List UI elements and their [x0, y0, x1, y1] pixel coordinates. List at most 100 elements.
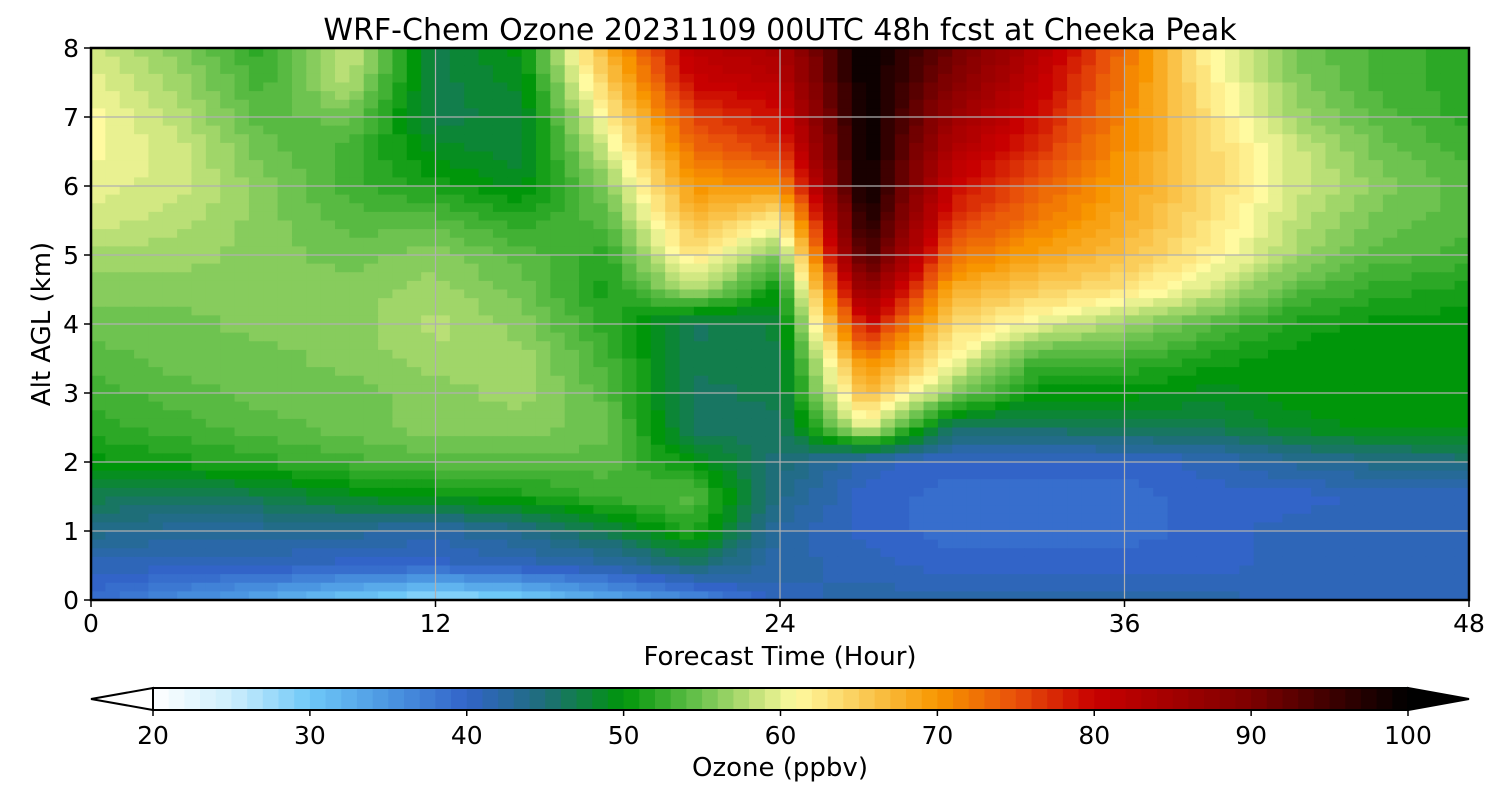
contour-cell	[1354, 263, 1370, 273]
contour-cell	[1153, 315, 1169, 325]
contour-cell	[134, 229, 150, 239]
contour-cell	[449, 427, 465, 437]
contour-cell	[780, 255, 795, 265]
contour-cell	[1368, 91, 1384, 101]
contour-cell	[593, 48, 609, 58]
contour-cell	[736, 177, 752, 187]
contour-cell	[234, 82, 250, 92]
contour-cell	[1239, 358, 1255, 368]
contour-cell	[909, 358, 925, 368]
contour-cell	[837, 401, 853, 411]
contour-cell	[636, 280, 652, 291]
contour-cell	[952, 444, 968, 454]
contour-cell	[1440, 349, 1456, 360]
contour-cell	[105, 427, 121, 437]
contour-cell	[105, 341, 121, 351]
contour-cell	[1181, 134, 1197, 144]
contour-cell	[550, 462, 566, 472]
contour-cell	[521, 56, 537, 66]
contour-cell	[263, 73, 279, 84]
contour-cell	[693, 272, 709, 282]
contour-cell	[722, 280, 738, 291]
contour-cell	[995, 246, 1011, 256]
contour-cell	[837, 306, 853, 316]
contour-cell	[421, 306, 437, 316]
contour-cell	[1110, 272, 1126, 282]
contour-cell	[1124, 332, 1140, 342]
contour-cell	[980, 229, 996, 239]
contour-cell	[119, 142, 135, 153]
contour-cell	[306, 56, 322, 66]
contour-cell	[808, 306, 824, 316]
contour-cell	[1081, 367, 1097, 377]
contour-cell	[492, 91, 508, 101]
contour-cell	[449, 134, 465, 144]
contour-cell	[1239, 263, 1255, 273]
contour-cell	[1325, 151, 1341, 161]
contour-cell	[564, 134, 580, 144]
contour-cell	[1282, 349, 1298, 360]
contour-cell	[780, 99, 795, 109]
contour-cell	[1138, 462, 1154, 472]
contour-cell	[91, 220, 106, 230]
contour-cell	[1354, 91, 1370, 101]
contour-cell	[1196, 298, 1212, 308]
contour-cell	[980, 289, 996, 299]
contour-cell	[937, 384, 953, 394]
contour-cell	[923, 418, 939, 429]
contour-cell	[1196, 444, 1212, 454]
contour-cell	[937, 263, 953, 273]
contour-cell	[607, 401, 623, 411]
contour-cell	[923, 186, 939, 196]
contour-cell	[492, 65, 508, 75]
contour-cell	[866, 367, 882, 377]
contour-cell	[622, 393, 638, 403]
contour-cell	[866, 453, 882, 463]
contour-cell	[1268, 479, 1283, 489]
contour-cell	[177, 229, 193, 239]
contour-cell	[722, 246, 738, 256]
contour-cell	[952, 142, 968, 153]
contour-cell	[1181, 237, 1197, 247]
contour-cell	[622, 462, 638, 472]
contour-cell	[349, 358, 365, 368]
contour-cell	[823, 229, 839, 239]
contour-cell	[105, 142, 121, 153]
contour-cell	[1067, 229, 1083, 239]
contour-cell	[263, 263, 279, 273]
contour-cell	[708, 65, 724, 75]
contour-cell	[1181, 91, 1197, 101]
contour-cell	[1311, 315, 1327, 325]
contour-cell	[1124, 315, 1140, 325]
contour-cell	[263, 99, 279, 109]
contour-cell	[894, 237, 910, 247]
contour-cell	[823, 56, 839, 66]
contour-cell	[119, 375, 135, 385]
contour-cell	[780, 349, 795, 360]
contour-cell	[937, 117, 953, 127]
contour-cell	[1052, 444, 1068, 454]
contour-cell	[1325, 341, 1341, 351]
contour-cell	[1253, 91, 1269, 101]
contour-cell	[751, 211, 767, 222]
contour-cell	[1124, 341, 1140, 351]
contour-cell	[220, 401, 236, 411]
contour-cell	[1282, 462, 1298, 472]
contour-cell	[894, 99, 910, 109]
contour-cell	[119, 358, 135, 368]
contour-cell	[521, 73, 537, 84]
contour-cell	[1454, 349, 1470, 360]
contour-cell	[291, 117, 307, 127]
contour-cell	[1067, 410, 1083, 420]
contour-cell	[1196, 211, 1212, 222]
contour-cell	[1325, 384, 1341, 394]
contour-cell	[435, 56, 451, 66]
contour-cell	[535, 142, 551, 153]
contour-cell	[507, 151, 523, 161]
contour-cell	[1382, 160, 1398, 170]
contour-cell	[995, 487, 1011, 498]
contour-cell	[995, 142, 1011, 153]
contour-cell	[937, 479, 953, 489]
contour-cell	[579, 427, 594, 437]
contour-cell	[751, 462, 767, 472]
